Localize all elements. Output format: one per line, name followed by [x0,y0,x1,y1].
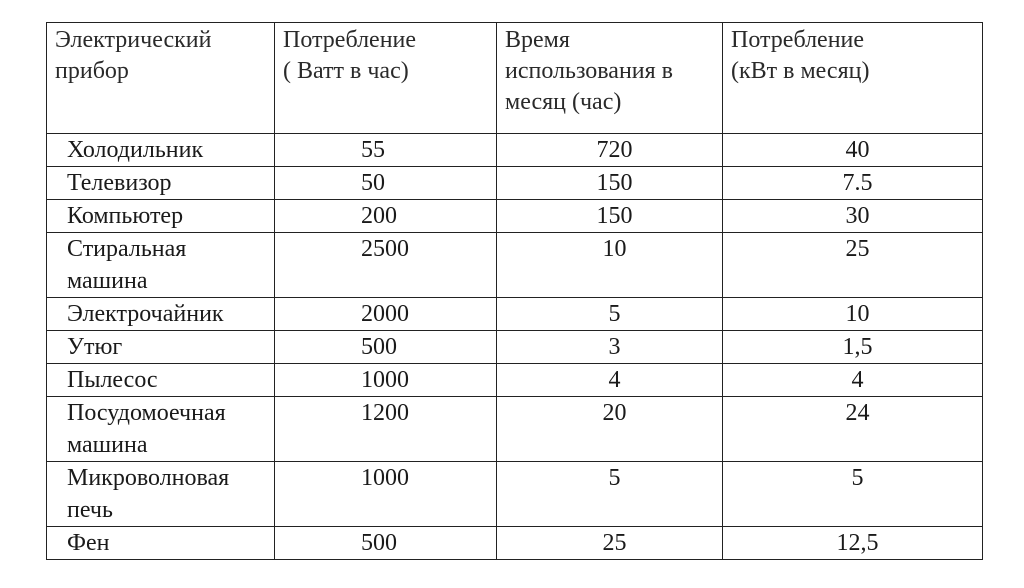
cell-appliance: Стиральная машина [46,232,275,298]
cell-kwh: 12,5 [722,526,983,560]
cell-watts: 1000 [274,461,497,527]
cell-kwh: 5 [722,461,983,527]
cell-appliance: Холодильник [46,133,275,167]
table-row: Микроволновая печь 1000 5 5 [46,461,983,527]
cell-appliance: Фен [46,526,275,560]
cell-hours: 150 [496,166,723,200]
cell-appliance: Утюг [46,330,275,364]
cell-hours: 25 [496,526,723,560]
cell-appliance: Пылесос [46,363,275,397]
cell-kwh: 25 [722,232,983,298]
cell-watts: 1200 [274,396,497,462]
cell-appliance: Микроволновая печь [46,461,275,527]
header-usage-hours: Время использования в месяц (час) [496,22,723,134]
table-row: Утюг 500 3 1,5 [46,330,983,364]
cell-kwh: 4 [722,363,983,397]
table-row: Посудомоечная машина 1200 20 24 [46,396,983,462]
cell-kwh: 1,5 [722,330,983,364]
cell-kwh: 7.5 [722,166,983,200]
table-header-row: Электрический прибор Потребление ( Ватт … [46,22,983,134]
table-row: Телевизор 50 150 7.5 [46,166,983,200]
cell-kwh: 30 [722,199,983,233]
cell-watts: 2500 [274,232,497,298]
table-row: Стиральная машина 2500 10 25 [46,232,983,298]
cell-hours: 5 [496,461,723,527]
cell-hours: 20 [496,396,723,462]
cell-appliance: Электрочайник [46,297,275,331]
table-row: Холодильник 55 720 40 [46,133,983,167]
cell-hours: 5 [496,297,723,331]
table-row: Фен 500 25 12,5 [46,526,983,560]
cell-watts: 1000 [274,363,497,397]
cell-watts: 2000 [274,297,497,331]
cell-watts: 55 [274,133,497,167]
table-row: Компьютер 200 150 30 [46,199,983,233]
cell-hours: 3 [496,330,723,364]
appliance-consumption-table: Электрический прибор Потребление ( Ватт … [46,22,983,560]
cell-appliance: Посудомоечная машина [46,396,275,462]
cell-hours: 150 [496,199,723,233]
cell-appliance: Компьютер [46,199,275,233]
cell-hours: 720 [496,133,723,167]
cell-hours: 10 [496,232,723,298]
header-appliance: Электрический прибор [46,22,275,134]
cell-watts: 500 [274,526,497,560]
table-row: Электрочайник 2000 5 10 [46,297,983,331]
cell-watts: 200 [274,199,497,233]
header-consumption-kwh: Потребление (кВт в месяц) [722,22,983,134]
cell-kwh: 40 [722,133,983,167]
cell-appliance: Телевизор [46,166,275,200]
cell-kwh: 10 [722,297,983,331]
cell-watts: 500 [274,330,497,364]
cell-watts: 50 [274,166,497,200]
cell-kwh: 24 [722,396,983,462]
header-power-watts: Потребление ( Ватт в час) [274,22,497,134]
table-row: Пылесос 1000 4 4 [46,363,983,397]
cell-hours: 4 [496,363,723,397]
